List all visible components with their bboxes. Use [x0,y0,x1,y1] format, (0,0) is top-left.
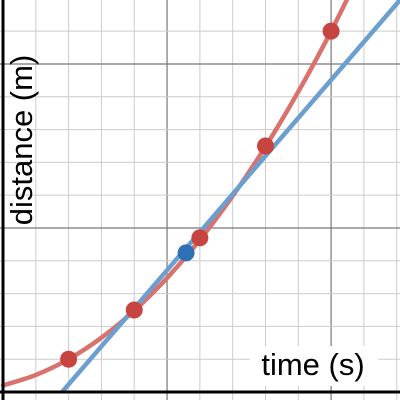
curve [0,0,350,388]
x-axis-label: time (s) [261,347,364,382]
y-axis-label: distance (m) [4,55,39,226]
curve [59,0,400,392]
point [125,301,143,319]
point [60,350,78,368]
point [191,229,209,247]
point [322,22,340,40]
point [256,137,274,155]
point [177,244,195,262]
label-bg [250,346,378,386]
